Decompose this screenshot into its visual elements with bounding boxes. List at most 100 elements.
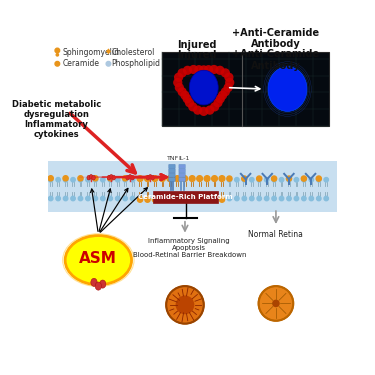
Circle shape	[197, 176, 202, 182]
Circle shape	[108, 176, 113, 181]
Circle shape	[116, 196, 120, 201]
Text: TNF: TNF	[167, 156, 180, 161]
Circle shape	[286, 176, 292, 181]
Circle shape	[48, 196, 53, 201]
Circle shape	[86, 196, 90, 201]
Circle shape	[130, 177, 135, 182]
Circle shape	[309, 177, 314, 182]
Ellipse shape	[107, 176, 111, 180]
Ellipse shape	[112, 176, 116, 180]
Circle shape	[264, 177, 269, 182]
Circle shape	[210, 102, 219, 111]
Text: Diabetic metabolic
dysregulation: Diabetic metabolic dysregulation	[12, 100, 101, 119]
Circle shape	[71, 177, 75, 182]
Circle shape	[86, 177, 90, 182]
Circle shape	[152, 176, 158, 182]
Circle shape	[235, 196, 239, 201]
Circle shape	[272, 196, 276, 201]
Ellipse shape	[189, 70, 218, 105]
Circle shape	[176, 296, 194, 314]
Circle shape	[183, 66, 192, 75]
Circle shape	[211, 176, 217, 182]
Circle shape	[272, 176, 277, 181]
Circle shape	[218, 91, 227, 100]
Circle shape	[302, 177, 306, 182]
Circle shape	[106, 62, 111, 66]
Circle shape	[197, 197, 202, 202]
Circle shape	[212, 197, 217, 202]
FancyBboxPatch shape	[48, 160, 337, 213]
Circle shape	[227, 196, 232, 201]
Ellipse shape	[95, 282, 102, 290]
Polygon shape	[106, 48, 111, 54]
Ellipse shape	[89, 175, 93, 179]
Circle shape	[205, 105, 214, 115]
Text: +Anti-Ceramide
Antibody: +Anti-Ceramide Antibody	[232, 50, 320, 71]
Circle shape	[159, 176, 165, 182]
Text: Ceramide-Rich Platform: Ceramide-Rich Platform	[138, 194, 233, 200]
Circle shape	[130, 196, 135, 201]
Circle shape	[194, 65, 204, 74]
Circle shape	[188, 102, 197, 111]
Ellipse shape	[87, 176, 90, 180]
Circle shape	[227, 177, 232, 182]
Circle shape	[193, 105, 202, 115]
Ellipse shape	[99, 280, 106, 288]
Circle shape	[152, 197, 157, 202]
Ellipse shape	[146, 176, 150, 180]
Circle shape	[93, 177, 98, 182]
Circle shape	[204, 197, 210, 202]
Circle shape	[302, 196, 306, 201]
Circle shape	[93, 196, 98, 201]
Circle shape	[100, 177, 105, 182]
Circle shape	[166, 286, 204, 324]
Circle shape	[249, 177, 254, 182]
Circle shape	[316, 176, 321, 181]
Circle shape	[256, 176, 262, 181]
Circle shape	[183, 94, 192, 104]
Circle shape	[189, 65, 198, 74]
Circle shape	[177, 87, 187, 96]
FancyBboxPatch shape	[169, 169, 175, 173]
Circle shape	[145, 176, 150, 182]
Circle shape	[175, 197, 180, 202]
Circle shape	[199, 65, 208, 75]
Circle shape	[324, 177, 328, 182]
Circle shape	[215, 66, 225, 75]
Circle shape	[309, 196, 314, 201]
Circle shape	[224, 83, 233, 92]
Circle shape	[294, 177, 298, 182]
Circle shape	[56, 177, 60, 182]
Circle shape	[93, 176, 98, 181]
Circle shape	[185, 98, 194, 107]
Circle shape	[279, 196, 284, 201]
Circle shape	[175, 83, 184, 92]
Circle shape	[219, 176, 225, 182]
Circle shape	[138, 197, 142, 202]
FancyBboxPatch shape	[169, 173, 175, 177]
Text: Inflammatory Signaling
Apoptosis
Blood-Retinal Barrier Breakdown: Inflammatory Signaling Apoptosis Blood-R…	[132, 238, 246, 258]
Ellipse shape	[151, 176, 154, 180]
FancyBboxPatch shape	[179, 169, 185, 173]
Circle shape	[78, 177, 83, 182]
Circle shape	[221, 87, 230, 96]
Circle shape	[100, 196, 105, 201]
Text: Normal Retina: Normal Retina	[249, 230, 303, 239]
Circle shape	[123, 176, 128, 181]
Circle shape	[264, 196, 269, 201]
Ellipse shape	[128, 175, 132, 179]
Text: ASM: ASM	[80, 251, 117, 266]
Circle shape	[63, 196, 68, 201]
Text: Ceramide: Ceramide	[62, 59, 99, 68]
Circle shape	[189, 176, 195, 182]
Circle shape	[182, 176, 188, 182]
Ellipse shape	[92, 176, 95, 180]
Text: Injured: Injured	[177, 50, 216, 60]
Circle shape	[145, 197, 150, 202]
Text: +Anti-Ceramide
Antibody: +Anti-Ceramide Antibody	[232, 28, 320, 50]
Ellipse shape	[91, 278, 97, 286]
Circle shape	[213, 98, 223, 107]
Text: Injured: Injured	[177, 40, 216, 50]
Circle shape	[173, 78, 182, 87]
Circle shape	[225, 78, 234, 87]
